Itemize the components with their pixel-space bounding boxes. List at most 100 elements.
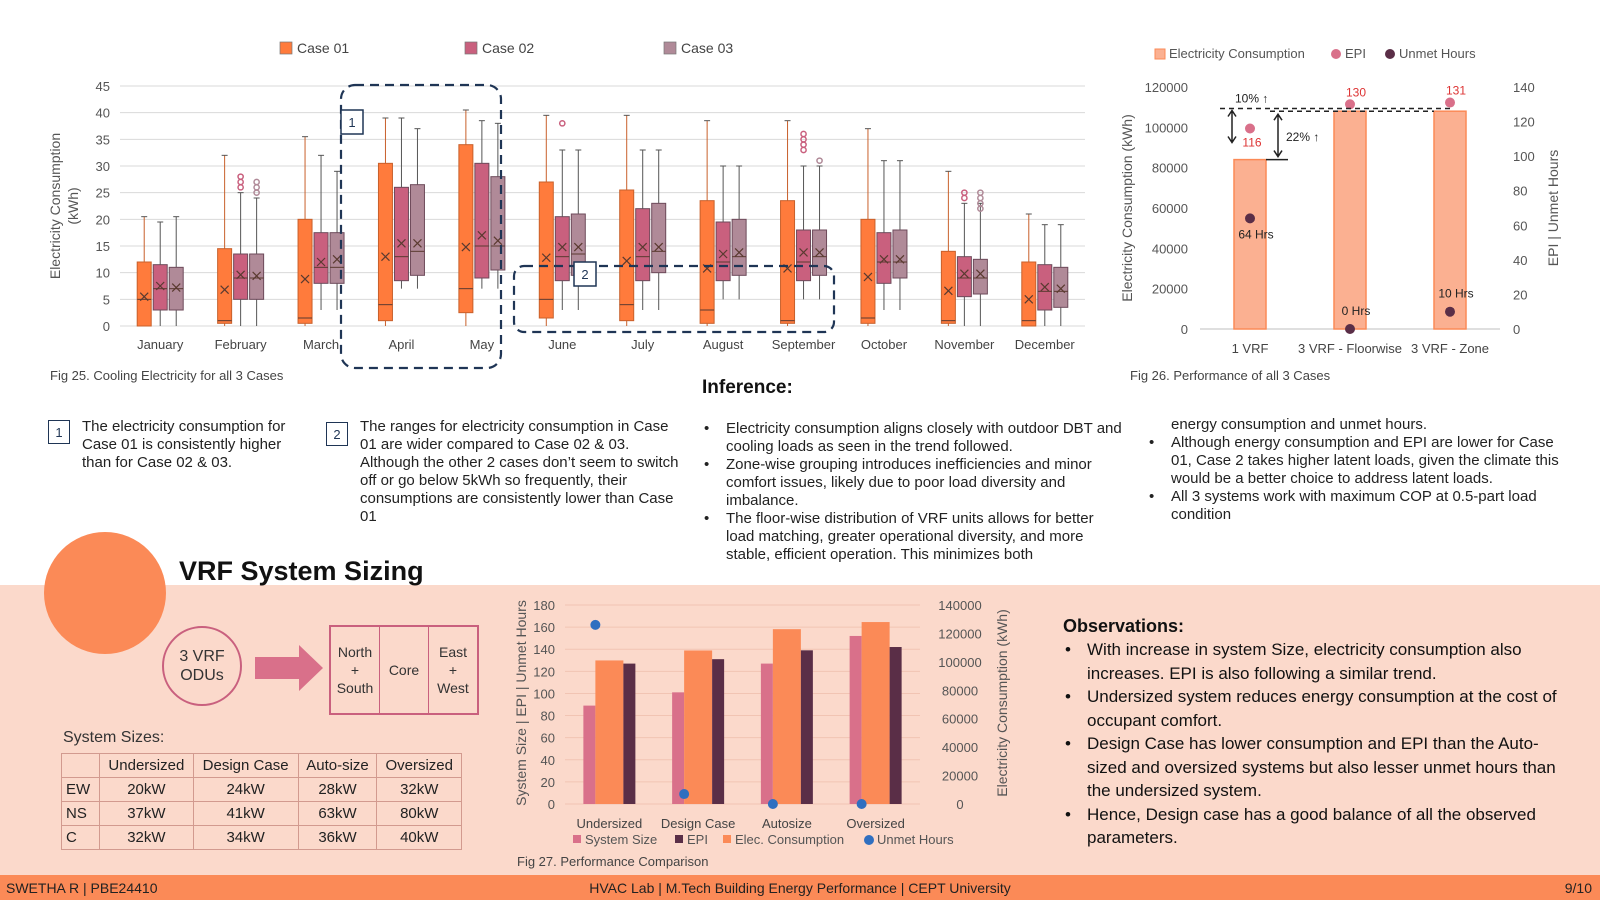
y2-axis-label: EPI | Unmet Hours [1545,150,1561,266]
table-header-row: Undersized Design Case Auto-size Oversiz… [61,753,462,778]
box-case-02 [715,221,731,282]
table-header-cell: Undersized [99,753,194,778]
epi-bar [800,650,813,804]
outlier-point [816,157,823,165]
outlier-point [237,178,244,186]
y2-tick-label: 120 [1513,115,1535,130]
y-tick-label: 80 [541,709,555,724]
y-tick-label: 5 [103,292,110,307]
inference-continuation: energy consumption and unmet hours. [1171,416,1427,433]
mean-marker [943,286,953,296]
system-sizes-title: System Sizes: [63,729,165,746]
system-size-bar [672,692,685,804]
unmet-hours-point [1445,306,1455,317]
callout-number-2: 2 [581,267,588,282]
outlier-point [961,194,968,202]
unmet-hours-point [1345,324,1355,334]
y-tick-label: 20000 [1152,282,1188,297]
table-cell: 36kW [297,825,378,850]
mean-marker [139,292,149,302]
decorative-circle [44,532,166,654]
outlier-point [558,119,566,127]
table-cell: EW [61,777,100,802]
y-tick-label: 20 [96,212,110,227]
unmet-hours-point [679,789,690,800]
box-case-03 [1053,266,1069,308]
odu-line: 3 VRF [179,648,225,665]
y2-tick-label: 80 [1513,184,1527,199]
epi-point [1245,123,1255,134]
box-case-03 [651,202,667,274]
fig27-caption: Fig 27. Performance Comparison [517,854,709,869]
x-tick-label: April [388,337,414,352]
table-cell: 28kW [297,777,378,802]
table-cell: 32kW [99,825,194,850]
mean-marker [573,242,583,252]
cooling-electricity-boxplot: 0 5 10 15 20 25 30 35 40 45 Electricity Consumptio… [47,40,1085,370]
x-tick-label: Undersized [576,816,642,831]
x-tick-label: October [861,337,908,352]
table-cell: 32kW [376,777,462,802]
y2-tick-label: 0 [1513,322,1520,337]
mean-marker [332,254,342,264]
y-tick-label: 180 [533,598,555,613]
y-tick-label: 45 [96,79,110,94]
box-case-03 [892,229,908,279]
box-case-02 [313,232,329,284]
electricity-bar [1233,158,1267,330]
y-axis-label: Electricity Consumption (kWh) [1119,114,1135,302]
table-cell: 20kW [99,777,194,802]
performance-3-cases-chart: 0 20000 40000 60000 80000 100000 120000 0 20 40 60… [1119,46,1561,356]
y-tick-label: 120000 [1145,80,1188,95]
observation-item: Undersized system reduces energy consump… [1063,685,1563,732]
y-tick-label: 100000 [1145,120,1188,135]
table-cell: 41kW [192,801,299,826]
legend-swatch [1154,48,1166,60]
unmet-hours-label: 64 Hrs [1238,227,1273,241]
epi-label: 131 [1446,84,1466,98]
legend-label: EPI [687,832,708,847]
arrow-right-icon [255,645,323,691]
footer-bar: SWETHA R | PBE24410 HVAC Lab | M.Tech Bu… [0,875,1600,900]
footer-author: SWETHA R | PBE24410 [6,880,158,896]
box-case-01 [1021,261,1037,327]
y2-tick-label: 140 [1513,80,1535,95]
y-tick-label: 40 [541,753,555,768]
mean-marker [171,283,181,293]
legend-label: Unmet Hours [877,832,954,847]
electricity-bar [595,660,624,804]
outlier-point [977,189,984,197]
legend-label: Electricity Consumption [1169,46,1305,61]
x-tick-label: March [303,337,339,352]
y2-tick-label: 20 [1513,287,1527,302]
y-tick-label: 60 [541,731,555,746]
zone-label: + [350,662,360,678]
table-cell: 63kW [297,801,378,826]
mean-marker [541,253,551,263]
y2-tick-label: 120000 [938,626,981,641]
zone-box: North + South Core East + West [329,625,479,715]
system-sizes-table: Undersized Design Case Auto-size Oversiz… [61,753,462,850]
unmet-hours-point [590,619,601,630]
epi-bar [623,663,636,804]
box-case-01 [136,261,152,327]
mean-marker [557,242,567,252]
inference-item: Electricity consumption aligns closely w… [702,420,1122,456]
y-tick-label: 40 [96,106,110,121]
mean-marker [895,254,905,264]
outlier-point [961,189,968,197]
mean-marker [863,272,873,282]
legend-label: EPI [1345,46,1366,61]
table-cell: 40kW [376,825,462,850]
box-case-01 [780,200,796,324]
mean-marker [381,252,390,262]
zone-label: + [448,662,458,678]
mean-marker [461,242,471,252]
callout-badge-2 [573,261,597,287]
y2-tick-label: 40000 [942,740,978,755]
epi-bar [889,647,902,804]
x-tick-label: January [137,337,184,352]
table-cell: NS [61,801,100,826]
legend-swatch [1331,49,1341,59]
mean-marker [734,247,744,257]
